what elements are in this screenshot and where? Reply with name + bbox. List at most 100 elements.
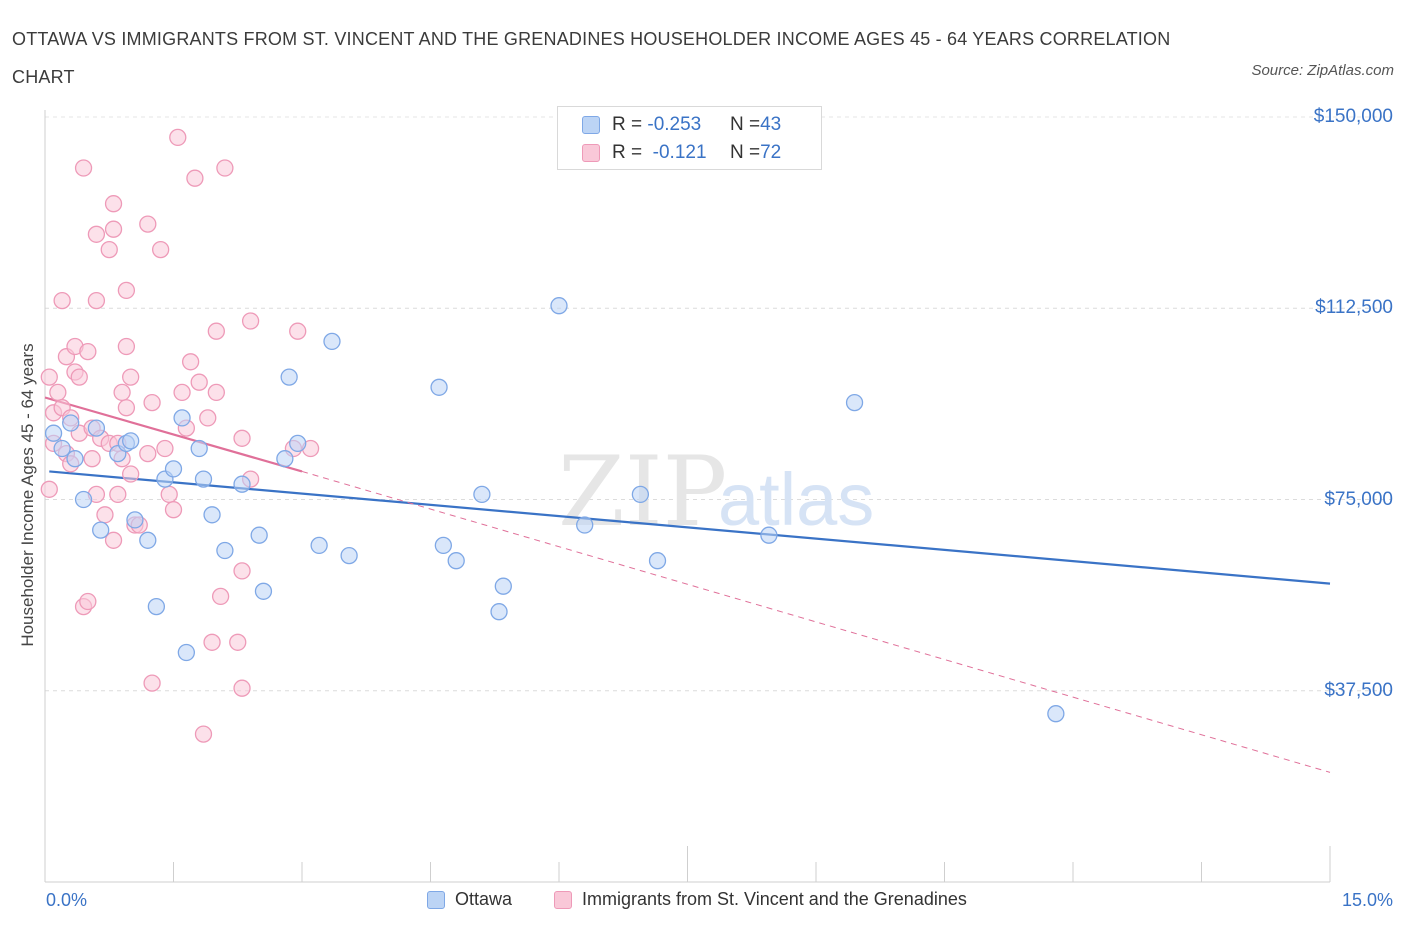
ottawa-point <box>430 378 448 396</box>
immigrants-point <box>169 128 187 147</box>
immigrants-point <box>96 506 114 524</box>
ottawa-point <box>631 485 650 504</box>
immigrants-point <box>181 353 200 371</box>
immigrants-point <box>143 393 161 412</box>
immigrants-point <box>53 291 71 310</box>
series-swatch-ottawa <box>427 890 445 909</box>
x-tick-label-max: 15.0% <box>1341 890 1393 910</box>
ottawa-point <box>250 526 268 544</box>
ottawa-point <box>473 485 491 504</box>
legend-r-value: -0.253 <box>647 114 702 135</box>
ottawa-point <box>190 439 208 458</box>
ottawa-point <box>66 450 84 468</box>
immigrants-point <box>40 480 58 498</box>
ottawa-point <box>62 414 80 432</box>
series-legend-ottawa[interactable]: Ottawa <box>427 889 512 910</box>
legend-r-label: R = <box>612 142 648 163</box>
immigrants-point <box>49 383 67 402</box>
immigrants-point <box>104 531 123 549</box>
legend-n-label: N = <box>730 114 761 135</box>
legend-r-value: -0.121 <box>647 142 707 163</box>
ottawa-point <box>164 460 183 478</box>
y-tick-label: $75,000 <box>1324 488 1393 510</box>
ottawa-point <box>74 490 93 509</box>
immigrants-point <box>143 674 161 692</box>
legend-n-value: 72 <box>760 142 782 163</box>
ottawa-point <box>147 597 166 616</box>
ottawa-point <box>1047 705 1065 723</box>
immigrants-point <box>229 633 247 651</box>
ottawa-point <box>340 546 358 565</box>
immigrants-point <box>160 485 178 504</box>
immigrants-point <box>79 342 97 361</box>
immigrants-point <box>139 215 157 233</box>
legend-n-label: N = <box>730 142 761 163</box>
immigrants-point <box>122 465 140 483</box>
immigrants-point <box>104 220 123 238</box>
ottawa-point <box>276 450 294 468</box>
trend-lines <box>44 396 1331 773</box>
immigrants-point <box>233 429 251 447</box>
ottawa-point <box>845 393 864 412</box>
immigrants-point <box>207 322 225 340</box>
ottawa-point <box>216 541 234 560</box>
watermark-atlas: atlas <box>718 458 874 541</box>
immigrants-point <box>70 368 88 386</box>
immigrants-point <box>139 444 157 463</box>
legend-n-value: 43 <box>760 114 782 135</box>
immigrants-point <box>79 592 97 611</box>
immigrants-point <box>186 169 204 187</box>
y-tick-label: $150,000 <box>1313 106 1393 127</box>
ottawa-point <box>173 409 191 427</box>
ottawa-point <box>53 439 71 458</box>
ottawa-point <box>203 506 221 524</box>
immigrants-point <box>241 312 260 330</box>
ottawa-point <box>447 552 465 570</box>
ottawa-point <box>139 531 157 549</box>
series-swatch-immigrants <box>554 890 572 909</box>
immigrants-point <box>113 383 131 402</box>
immigrants-point <box>173 383 191 402</box>
immigrants-point <box>87 225 106 243</box>
series-label-ottawa: Ottawa <box>455 889 513 909</box>
immigrants-point <box>100 240 118 259</box>
watermark: ZIP atlas <box>558 436 874 548</box>
immigrants-point <box>203 633 221 651</box>
y-tick-label: $37,500 <box>1324 679 1393 701</box>
immigrants-point <box>151 240 170 259</box>
ottawa-point <box>289 434 307 453</box>
ottawa-point <box>44 424 63 442</box>
chart-source: Source: ZipAtlas.com <box>1251 62 1394 79</box>
ottawa-point <box>550 297 568 315</box>
ottawa-point <box>177 643 196 662</box>
ottawa-point <box>760 526 778 544</box>
ottawa-trend-line <box>49 470 1331 585</box>
immigrants-point <box>104 195 123 213</box>
ottawa-point <box>576 516 594 534</box>
correlation-legend: R = -0.253 N = 43 R = -0.121 N = 72 <box>557 106 822 170</box>
y-tick-label: $112,500 <box>1315 297 1393 319</box>
legend-swatch-immigrants <box>582 144 600 162</box>
immigrants-point <box>109 485 127 504</box>
ottawa-point <box>323 332 341 351</box>
immigrants-point <box>289 322 307 340</box>
ottawa-point <box>233 475 251 493</box>
immigrants-point <box>233 679 251 697</box>
immigrants-point <box>40 368 58 386</box>
grid-lines <box>45 116 1392 692</box>
immigrants-point <box>199 409 217 427</box>
ottawa-point <box>126 511 144 529</box>
immigrants-point <box>122 368 140 386</box>
immigrants-point <box>194 725 213 743</box>
series-legend-immigrants[interactable]: Immigrants from St. Vincent and the Gren… <box>554 889 967 910</box>
legend-r-label: R = <box>612 114 648 135</box>
immigrants-point <box>164 501 183 519</box>
immigrants-point <box>87 291 106 310</box>
immigrants-point <box>156 439 174 458</box>
legend-row-immigrants: R = -0.121 N = 72 <box>582 140 781 166</box>
immigrants-point <box>207 383 225 402</box>
ottawa-point <box>254 582 273 600</box>
ottawa-point <box>122 432 140 450</box>
ottawa-point <box>310 536 328 555</box>
